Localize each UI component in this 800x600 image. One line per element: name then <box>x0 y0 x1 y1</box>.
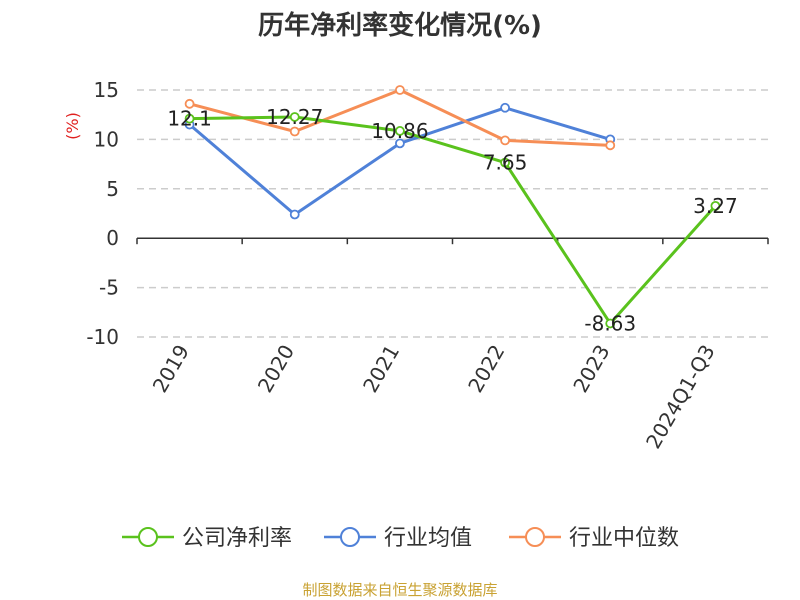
data-label: -8.63 <box>584 311 636 335</box>
data-point <box>710 200 721 211</box>
data-point <box>500 157 510 168</box>
data-point <box>500 135 510 146</box>
series-lines <box>184 85 721 329</box>
legend-item: 公司净利率 <box>122 526 292 551</box>
x-tick-label: 2022 <box>463 341 509 397</box>
gridlines <box>137 89 768 338</box>
data-point <box>289 209 300 220</box>
x-tick-label: 2020 <box>253 341 299 397</box>
source-footer: 制图数据来自恒生聚源数据库 <box>302 581 497 599</box>
x-tick-label: 2024Q1-Q3 <box>641 341 720 453</box>
y-tick-label: -10 <box>86 325 119 349</box>
x-tick-label: 2021 <box>358 341 404 397</box>
y-tick-label: 5 <box>106 177 119 201</box>
legend-item: 行业中位数 <box>509 526 679 551</box>
y-tick-label: 0 <box>106 226 119 250</box>
x-tick-label: 2023 <box>568 341 614 397</box>
data-point <box>289 126 300 137</box>
data-label: 12.1 <box>167 107 212 131</box>
legend-marker <box>340 527 360 547</box>
y-tick-label: 15 <box>94 78 119 102</box>
data-point <box>605 140 616 151</box>
legend-label: 行业均值 <box>384 526 472 551</box>
data-point <box>184 98 195 109</box>
data-point <box>289 112 300 122</box>
data-label: 12.27 <box>266 105 323 129</box>
data-label: 3.27 <box>693 194 738 218</box>
legend: 公司净利率 行业均值 行业中位数 <box>122 526 679 551</box>
series-line-0 <box>189 115 717 325</box>
data-label: 10.86 <box>371 119 428 143</box>
data-label: 7.65 <box>483 151 528 175</box>
data-point <box>395 85 405 95</box>
y-axis-label: (%) <box>63 112 82 140</box>
data-point <box>605 318 616 329</box>
data-point <box>395 138 405 149</box>
legend-marker <box>525 527 545 547</box>
data-point <box>395 126 405 136</box>
legend-label: 公司净利率 <box>182 526 292 551</box>
legend-item: 行业均值 <box>324 526 472 551</box>
y-tick-label: 10 <box>94 127 119 151</box>
y-tick-label: -5 <box>99 276 119 300</box>
legend-marker <box>138 527 158 547</box>
data-point <box>184 113 195 124</box>
chart-title: 历年净利率变化情况(%) <box>258 10 542 41</box>
legend-label: 行业中位数 <box>569 526 679 551</box>
data-point <box>500 102 510 113</box>
x-tick-label: 2019 <box>148 341 194 397</box>
data-labels: 12.1 12.27 10.86 7.65 -8.63 3.27 <box>167 105 737 335</box>
